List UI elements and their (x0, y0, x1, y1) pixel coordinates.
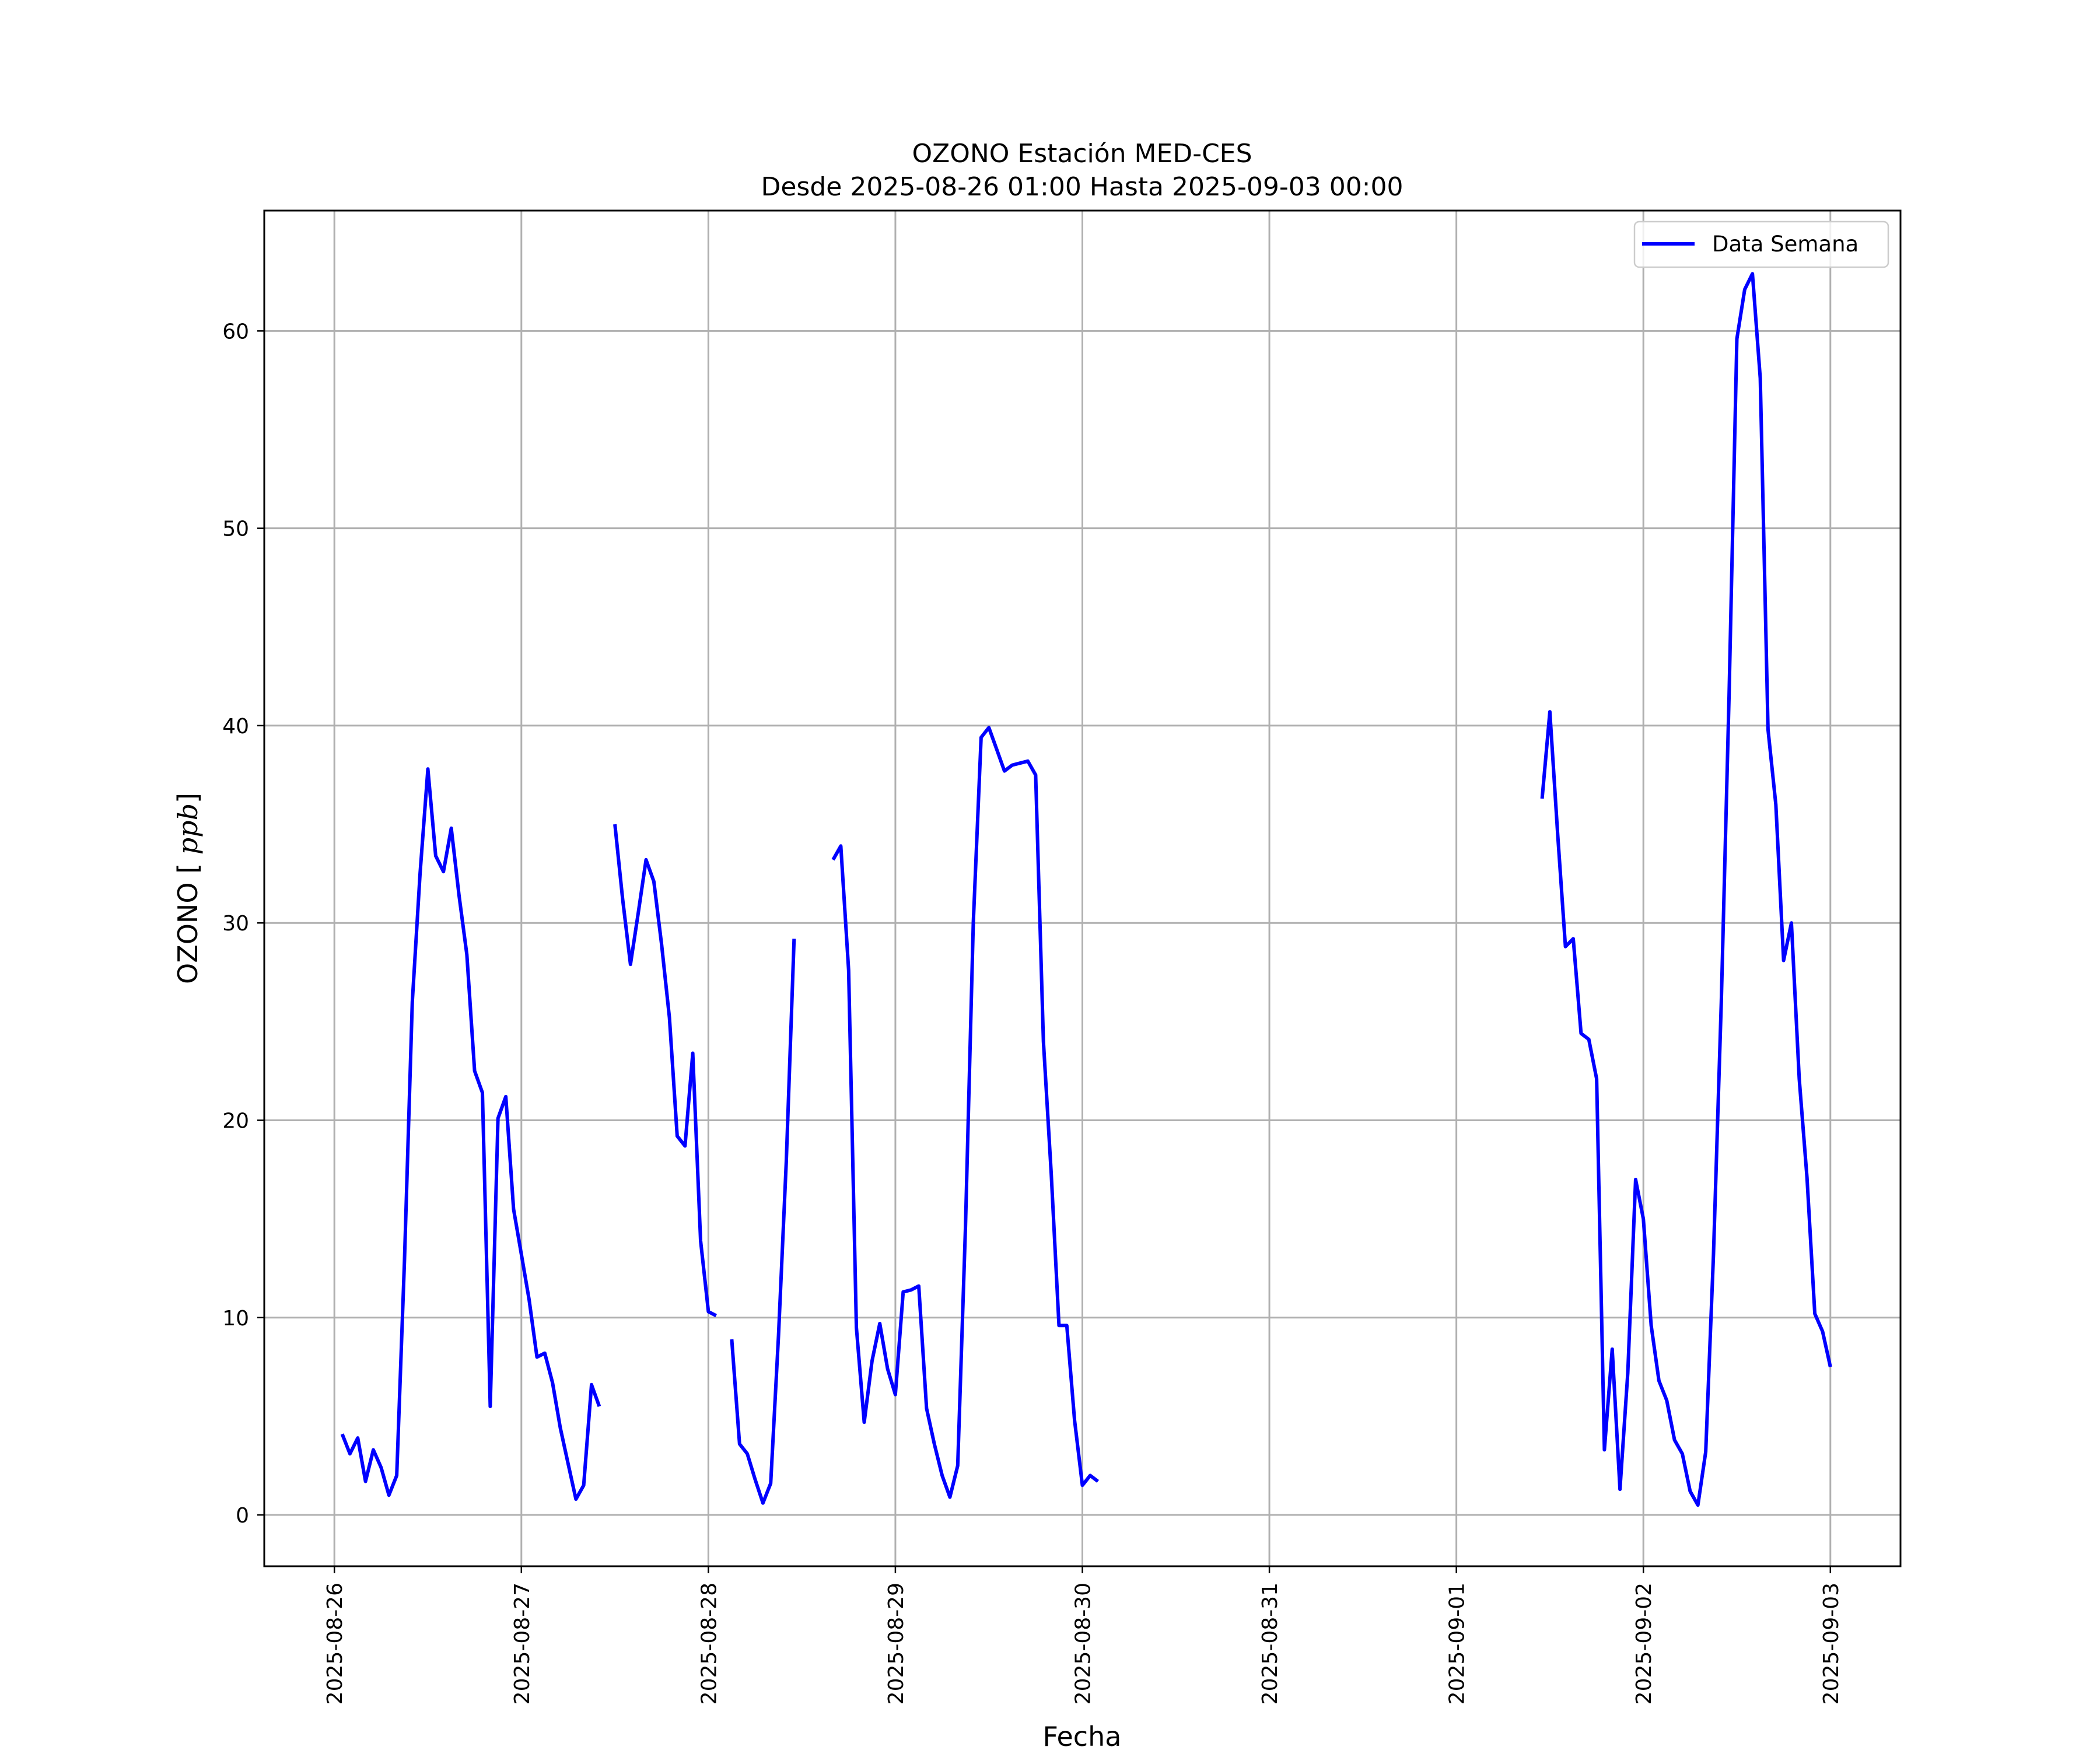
x-tick-label: 2025-08-27 (510, 1583, 534, 1704)
y-axis-label: OZONO [ ppb] (172, 793, 204, 984)
legend-box (1633, 220, 1889, 268)
legend: Data Semana (1633, 220, 1889, 268)
x-tick-label: 2025-08-26 (323, 1583, 347, 1704)
legend-label: Data Semana (1712, 232, 1859, 257)
x-tick-label: 2025-09-02 (1632, 1583, 1656, 1704)
x-tick-label: 2025-09-03 (1819, 1583, 1843, 1704)
chart-subtitle: Desde 2025-08-26 01:00 Hasta 2025-09-03 … (761, 172, 1403, 202)
y-tick-label: 30 (222, 912, 249, 936)
plot-frame (263, 209, 1902, 1567)
y-tick-label: 60 (222, 320, 249, 344)
x-tick-label: 2025-08-30 (1072, 1583, 1096, 1704)
x-tick-label: 2025-09-01 (1446, 1583, 1469, 1704)
data-series (340, 272, 1832, 1507)
axis-ticks: 2025-08-26 2025-08-27 2025-08-28 2025-08-29… (222, 320, 1843, 1704)
y-tick-label: 50 (222, 517, 249, 541)
chart-title: OZONO Estación MED-CES (912, 139, 1252, 169)
y-tick-label: 40 (222, 715, 249, 738)
x-axis-label: Fecha (1043, 1721, 1122, 1750)
series-line (340, 272, 1832, 1507)
y-tick-label: 0 (236, 1504, 249, 1528)
x-tick-label: 2025-08-28 (697, 1583, 721, 1704)
y-tick-label: 20 (222, 1109, 249, 1133)
x-tick-label: 2025-08-29 (884, 1583, 908, 1704)
grid-lines (264, 211, 1901, 1566)
x-tick-label: 2025-08-31 (1258, 1583, 1282, 1704)
y-tick-label: 10 (222, 1307, 249, 1331)
